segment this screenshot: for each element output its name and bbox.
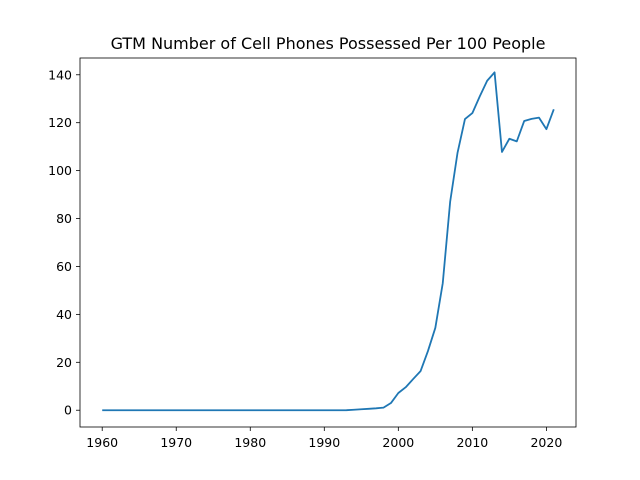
x-tick-label: 1960 — [86, 435, 118, 450]
y-tick-label: 120 — [48, 115, 72, 130]
x-tick-label: 1990 — [308, 435, 340, 450]
series-line — [102, 71, 555, 412]
y-tick-label: 20 — [56, 355, 72, 370]
y-axis: 0 20 40 60 80 100 120 140 — [48, 67, 80, 418]
x-tick-label: 2020 — [530, 435, 562, 450]
x-tick-label: 2010 — [456, 435, 488, 450]
y-tick-label: 60 — [56, 259, 72, 274]
y-tick-label: 0 — [64, 403, 72, 418]
x-axis: 1960 1970 1980 1990 2000 2010 2020 — [86, 427, 562, 450]
plot-frame — [79, 57, 577, 428]
plot-area — [102, 71, 555, 412]
y-tick-label: 100 — [48, 163, 72, 178]
x-tick-label: 2000 — [382, 435, 414, 450]
y-tick-label: 40 — [56, 307, 72, 322]
x-tick-label: 1980 — [234, 435, 266, 450]
x-tick-label: 1970 — [160, 435, 192, 450]
y-tick-label: 80 — [56, 211, 72, 226]
y-tick-label: 140 — [48, 67, 72, 82]
chart-title: GTM Number of Cell Phones Possessed Per … — [111, 34, 546, 53]
